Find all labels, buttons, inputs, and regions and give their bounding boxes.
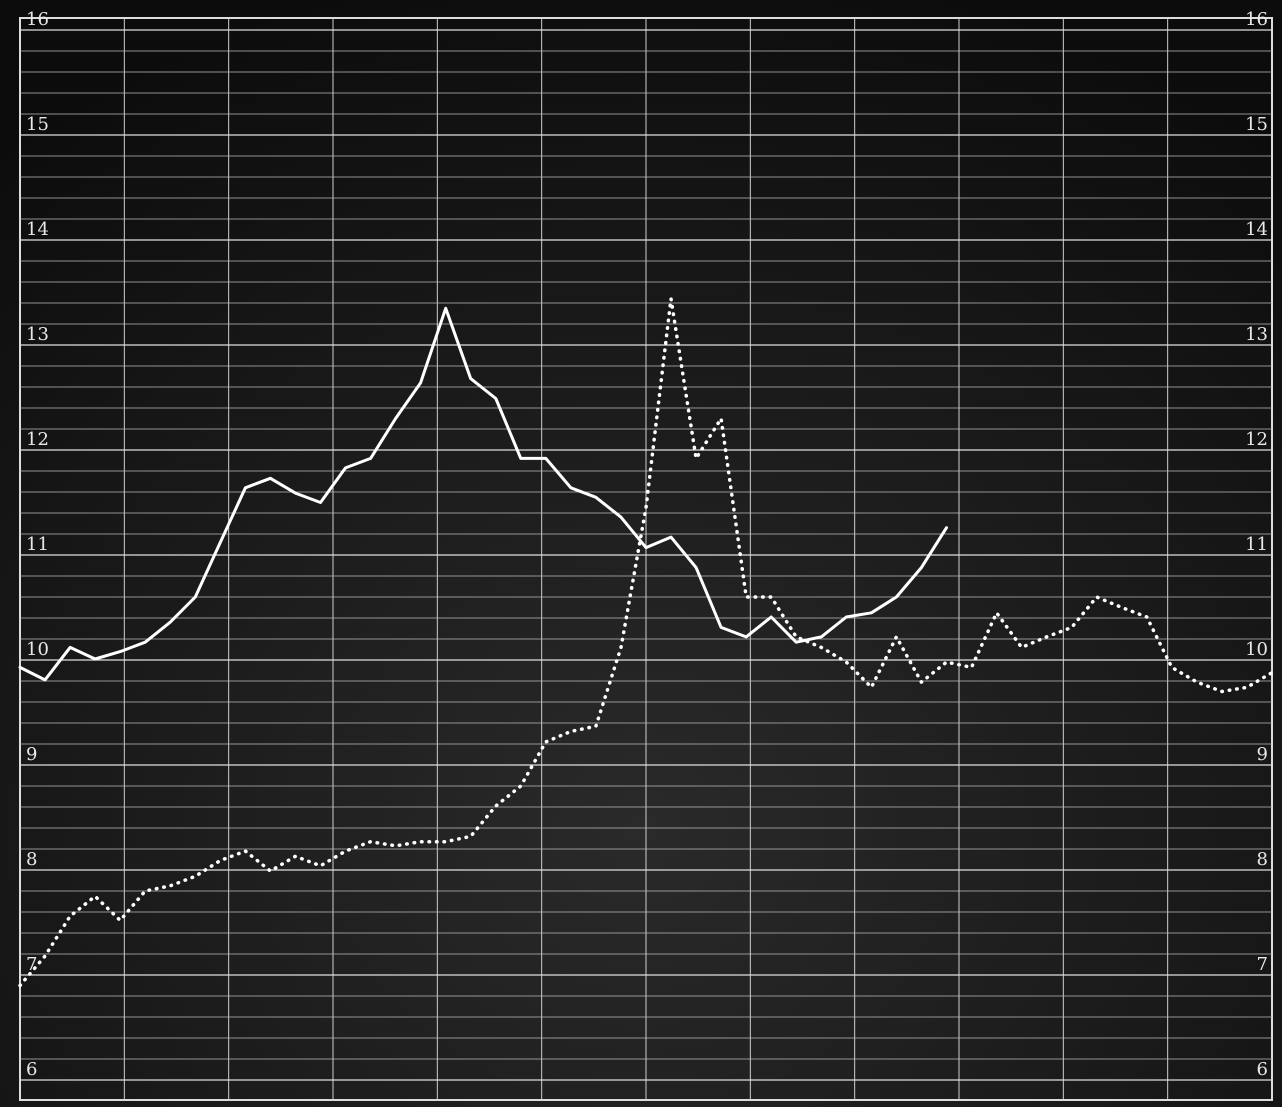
y-tick-label: 12 bbox=[26, 429, 49, 450]
dotted-line bbox=[18, 297, 1274, 988]
y-tick-label: 14 bbox=[26, 219, 49, 240]
y2-tick-label: 12 bbox=[1245, 429, 1268, 450]
y-tick-label: 10 bbox=[26, 639, 49, 660]
solid-line bbox=[18, 306, 948, 682]
y2-tick-label: 13 bbox=[1245, 324, 1268, 345]
y-tick-label: 8 bbox=[26, 849, 37, 870]
y2-tick-label: 7 bbox=[1257, 954, 1268, 975]
y2-tick-label: 11 bbox=[1245, 534, 1268, 555]
y2-tick-label: 14 bbox=[1245, 219, 1268, 240]
y2-tick-label: 8 bbox=[1257, 849, 1268, 870]
y-tick-label: 6 bbox=[26, 1059, 37, 1080]
y-tick-label: 7 bbox=[26, 954, 37, 975]
y-tick-label: 16 bbox=[26, 9, 49, 30]
y2-tick-label: 9 bbox=[1257, 744, 1268, 765]
y2-tick-label: 16 bbox=[1245, 9, 1268, 30]
y-tick-label: 9 bbox=[26, 744, 37, 765]
y2-tick-label: 6 bbox=[1257, 1059, 1268, 1080]
y-tick-label: 15 bbox=[26, 114, 49, 135]
y-tick-label: 11 bbox=[26, 534, 49, 555]
y2-tick-label: 10 bbox=[1245, 639, 1268, 660]
y2-tick-label: 15 bbox=[1245, 114, 1268, 135]
y-tick-label: 13 bbox=[26, 324, 49, 345]
